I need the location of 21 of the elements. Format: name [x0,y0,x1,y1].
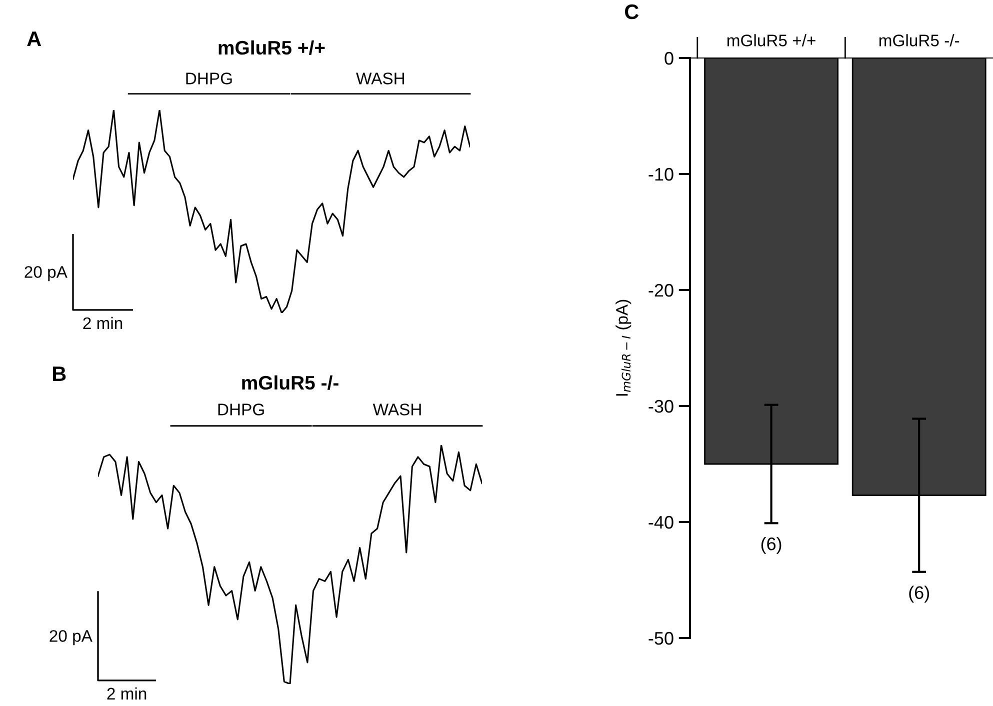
y-tick-label: -50 [648,632,674,645]
text: DHPG [186,72,232,84]
text: 2 min [83,316,122,329]
y-axis-title: I$_{mGluR−I}$ (pA) [616,300,632,396]
text: WASH [356,72,404,84]
y-tick-label: -40 [648,516,674,529]
y-tick-label: 0 [664,52,674,65]
y-tick-label: -20 [648,284,674,297]
annotation: (6) [909,586,930,603]
text: B [52,366,66,381]
text: WASH [372,404,421,416]
chart-title: mGluR5 -/- [242,375,338,390]
text: 20 pA [24,266,68,282]
y-tick-label: -10 [648,168,674,181]
annotation: (6) [761,537,782,554]
text: 2 min [107,687,146,700]
text: DHPG [218,404,264,416]
text: 20 pA [50,630,92,646]
y-tick-label: -30 [648,400,674,413]
text: C [625,4,639,20]
text: A [27,32,42,46]
